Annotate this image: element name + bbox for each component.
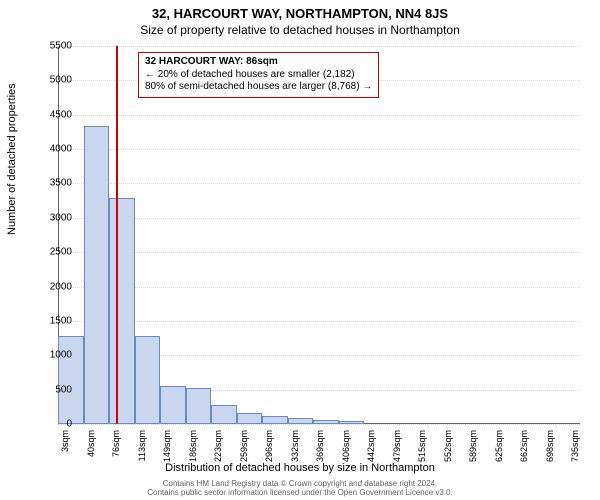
y-tick-label: 3500 [32, 178, 72, 189]
x-tick-label: 223sqm [213, 430, 223, 470]
histogram-bar [237, 413, 263, 424]
gridline [58, 115, 580, 116]
footer-line-1: Contains HM Land Registry data © Crown c… [0, 479, 600, 489]
info-line-1: 32 HARCOURT WAY: 86sqm [145, 56, 372, 69]
info-box: 32 HARCOURT WAY: 86sqm ← 20% of detached… [138, 52, 379, 98]
page-subtitle: Size of property relative to detached ho… [0, 21, 600, 41]
x-tick-label: 332sqm [290, 430, 300, 470]
y-tick-label: 0 [32, 419, 72, 430]
gridline [58, 149, 580, 150]
histogram-bar [160, 386, 186, 424]
y-tick-label: 5000 [32, 75, 72, 86]
info-line-3: 80% of semi-detached houses are larger (… [145, 81, 372, 94]
x-tick-label: 442sqm [366, 430, 376, 470]
y-tick-label: 2500 [32, 247, 72, 258]
gridline [58, 252, 580, 253]
gridline [58, 321, 580, 322]
plot-area [58, 46, 580, 424]
y-tick-label: 5500 [32, 41, 72, 52]
footer-line-2: Contains public sector information licen… [0, 488, 600, 498]
histogram-bar [339, 421, 365, 424]
histogram-bar [84, 126, 110, 424]
histogram-bar [211, 405, 237, 424]
y-tick-label: 4500 [32, 109, 72, 120]
info-line-2: ← 20% of detached houses are smaller (2,… [145, 69, 372, 82]
page-title: 32, HARCOURT WAY, NORTHAMPTON, NN4 8JS [0, 0, 600, 21]
histogram-bar [186, 388, 212, 424]
x-tick-label: 186sqm [188, 430, 198, 470]
gridline [58, 183, 580, 184]
y-tick-label: 3000 [32, 212, 72, 223]
x-tick-label: 662sqm [519, 430, 529, 470]
x-tick-label: 552sqm [443, 430, 453, 470]
y-tick-label: 500 [32, 384, 72, 395]
marker-line [116, 46, 118, 424]
y-tick-label: 4000 [32, 144, 72, 155]
gridline [58, 424, 580, 425]
y-tick-label: 1500 [32, 315, 72, 326]
gridline [58, 46, 580, 47]
x-tick-label: 76sqm [111, 430, 121, 470]
y-axis-label: Number of detached properties [6, 83, 18, 235]
histogram-bar [135, 336, 161, 424]
histogram-bar [109, 198, 135, 424]
gridline [58, 287, 580, 288]
histogram-bar [313, 420, 339, 424]
x-tick-label: 40sqm [86, 430, 96, 470]
y-tick-label: 2000 [32, 281, 72, 292]
x-tick-label: 113sqm [137, 430, 147, 470]
x-tick-label: 3sqm [60, 430, 70, 470]
x-tick-label: 369sqm [315, 430, 325, 470]
footer: Contains HM Land Registry data © Crown c… [0, 479, 600, 498]
x-tick-label: 589sqm [468, 430, 478, 470]
x-tick-label: 515sqm [417, 430, 427, 470]
x-tick-label: 479sqm [392, 430, 402, 470]
x-tick-label: 296sqm [264, 430, 274, 470]
x-tick-label: 735sqm [570, 430, 580, 470]
x-tick-label: 698sqm [545, 430, 555, 470]
y-tick-label: 1000 [32, 350, 72, 361]
x-tick-label: 259sqm [239, 430, 249, 470]
histogram-bar [288, 418, 314, 424]
x-tick-label: 149sqm [162, 430, 172, 470]
histogram-bar [262, 416, 288, 424]
x-tick-label: 625sqm [494, 430, 504, 470]
chart-area: 32 HARCOURT WAY: 86sqm ← 20% of detached… [58, 46, 580, 424]
x-tick-label: 406sqm [341, 430, 351, 470]
gridline [58, 218, 580, 219]
